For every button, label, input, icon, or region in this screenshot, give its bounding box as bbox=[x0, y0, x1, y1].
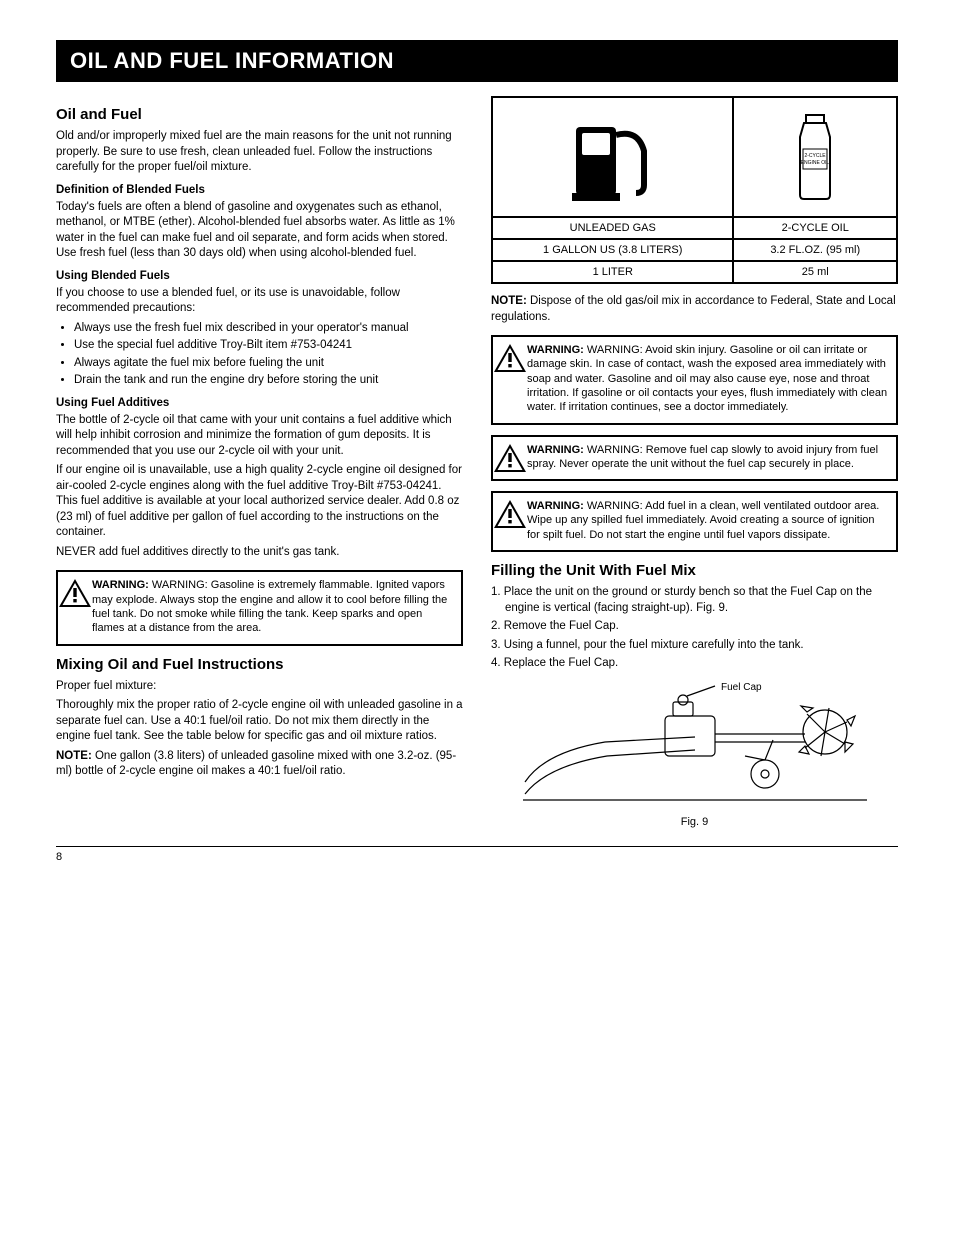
warning-box-cap: WARNING: WARNING: Remove fuel cap slowly… bbox=[491, 435, 898, 482]
warning-label: WARNING: bbox=[527, 344, 584, 356]
subheading-using-blended: Using Blended Fuels bbox=[56, 270, 463, 282]
content-columns: Oil and Fuel Old and/or improperly mixed… bbox=[56, 96, 898, 828]
warning-icon-cell bbox=[493, 337, 527, 422]
list-item: Use the special fuel additive Troy-Bilt … bbox=[74, 338, 463, 354]
table-row: 1 GALLON US (3.8 LITERS) 3.2 FL.OZ. (95 … bbox=[492, 239, 897, 261]
body-text: The bottle of 2-cycle oil that came with… bbox=[56, 413, 463, 460]
warning-text: WARNING: WARNING: Avoid skin injury. Gas… bbox=[527, 337, 896, 422]
list-item: Always agitate the fuel mix before fueli… bbox=[74, 356, 463, 372]
table-cell: 3.2 FL.OZ. (95 ml) bbox=[733, 239, 897, 261]
filling-steps: 1. Place the unit on the ground or sturd… bbox=[491, 585, 898, 672]
section-heading-filling: Filling the Unit With Fuel Mix bbox=[491, 562, 898, 579]
warning-icon bbox=[58, 578, 92, 608]
warning-icon bbox=[493, 443, 527, 473]
title-bar: OIL AND FUEL INFORMATION bbox=[56, 40, 898, 82]
figure-caption: Fig. 9 bbox=[491, 816, 898, 828]
warning-icon-cell bbox=[58, 572, 92, 643]
note: NOTE: One gallon (3.8 liters) of unleade… bbox=[56, 749, 463, 780]
note-body: One gallon (3.8 liters) of unleaded gaso… bbox=[56, 750, 456, 778]
body-text: If you choose to use a blended fuel, or … bbox=[56, 286, 463, 317]
warning-icon-cell bbox=[493, 493, 527, 550]
gas-pump-cell: Pb bbox=[492, 97, 733, 217]
table-cell: UNLEADED GAS bbox=[492, 217, 733, 239]
table-cell: 2-CYCLE OIL bbox=[733, 217, 897, 239]
oil-bottle-icon: 2-CYCLE ENGINE OIL bbox=[780, 107, 850, 207]
body-text: Thoroughly mix the proper ratio of 2-cyc… bbox=[56, 698, 463, 745]
warning-text: WARNING: WARNING: Gasoline is extremely … bbox=[92, 572, 461, 643]
note-label: NOTE: bbox=[56, 750, 92, 762]
list-item: 3. Using a funnel, pour the fuel mixture… bbox=[491, 638, 898, 654]
table-row-icons: Pb 2-CYCLE ENGINE OIL bbox=[492, 97, 897, 217]
subheading-additives: Using Fuel Additives bbox=[56, 397, 463, 409]
warning-text: WARNING: WARNING: Add fuel in a clean, w… bbox=[527, 493, 896, 550]
section-heading-mixing: Mixing Oil and Fuel Instructions bbox=[56, 656, 463, 673]
warning-box-flammable: WARNING: WARNING: Gasoline is extremely … bbox=[56, 570, 463, 645]
left-column: Oil and Fuel Old and/or improperly mixed… bbox=[56, 96, 463, 828]
tiller-line-art: Fuel Cap bbox=[515, 682, 875, 812]
page: OIL AND FUEL INFORMATION Oil and Fuel Ol… bbox=[0, 0, 954, 893]
svg-text:ENGINE OIL: ENGINE OIL bbox=[801, 160, 830, 166]
warning-icon bbox=[493, 499, 527, 529]
warning-text: WARNING: WARNING: Remove fuel cap slowly… bbox=[527, 437, 896, 480]
right-column: Pb 2-CYCLE ENGINE OIL UNLEA bbox=[491, 96, 898, 828]
figure-9: Fuel Cap Fig. 9 bbox=[491, 682, 898, 828]
table-row: 1 LITER 25 ml bbox=[492, 261, 897, 283]
table-row: UNLEADED GAS 2-CYCLE OIL bbox=[492, 217, 897, 239]
body-text: Proper fuel mixture: bbox=[56, 679, 463, 695]
list-item: Always use the fresh fuel mix described … bbox=[74, 321, 463, 337]
subheading-blended-def: Definition of Blended Fuels bbox=[56, 184, 463, 196]
list-item: 4. Replace the Fuel Cap. bbox=[491, 656, 898, 672]
list-item: 2. Remove the Fuel Cap. bbox=[491, 619, 898, 635]
body-text: If our engine oil is unavailable, use a … bbox=[56, 463, 463, 541]
oil-bottle-cell: 2-CYCLE ENGINE OIL bbox=[733, 97, 897, 217]
table-cell: 1 GALLON US (3.8 LITERS) bbox=[492, 239, 733, 261]
warning-icon bbox=[493, 343, 527, 373]
note-body: Dispose of the old gas/oil mix in accord… bbox=[491, 295, 896, 323]
svg-text:2-CYCLE: 2-CYCLE bbox=[805, 153, 827, 159]
note: NOTE: Dispose of the old gas/oil mix in … bbox=[491, 294, 898, 325]
note-label: NOTE: bbox=[491, 295, 527, 307]
warning-label: WARNING: bbox=[527, 444, 584, 456]
fuel-cap-label: Fuel Cap bbox=[721, 682, 762, 693]
warning-box-ventilation: WARNING: WARNING: Add fuel in a clean, w… bbox=[491, 491, 898, 552]
gas-pump-icon: Pb bbox=[558, 107, 668, 207]
table-cell: 25 ml bbox=[733, 261, 897, 283]
table-cell: 1 LITER bbox=[492, 261, 733, 283]
warning-icon-cell bbox=[493, 437, 527, 480]
fuel-mix-table: Pb 2-CYCLE ENGINE OIL UNLEA bbox=[491, 96, 898, 284]
page-footer: 8 bbox=[56, 846, 898, 863]
body-text: Today's fuels are often a blend of gasol… bbox=[56, 200, 463, 262]
warning-box-skin: WARNING: WARNING: Avoid skin injury. Gas… bbox=[491, 335, 898, 424]
body-text: Old and/or improperly mixed fuel are the… bbox=[56, 129, 463, 176]
body-text: NEVER add fuel additives directly to the… bbox=[56, 545, 463, 561]
blended-fuel-list: Always use the fresh fuel mix described … bbox=[74, 321, 463, 389]
warning-label: WARNING: bbox=[527, 500, 584, 512]
section-heading-oil-fuel: Oil and Fuel bbox=[56, 106, 463, 123]
warning-label: WARNING: bbox=[92, 579, 149, 591]
page-title: OIL AND FUEL INFORMATION bbox=[70, 48, 884, 74]
page-number: 8 bbox=[56, 851, 62, 863]
list-item: 1. Place the unit on the ground or sturd… bbox=[491, 585, 898, 616]
list-item: Drain the tank and run the engine dry be… bbox=[74, 373, 463, 389]
svg-text:Pb: Pb bbox=[591, 170, 600, 177]
